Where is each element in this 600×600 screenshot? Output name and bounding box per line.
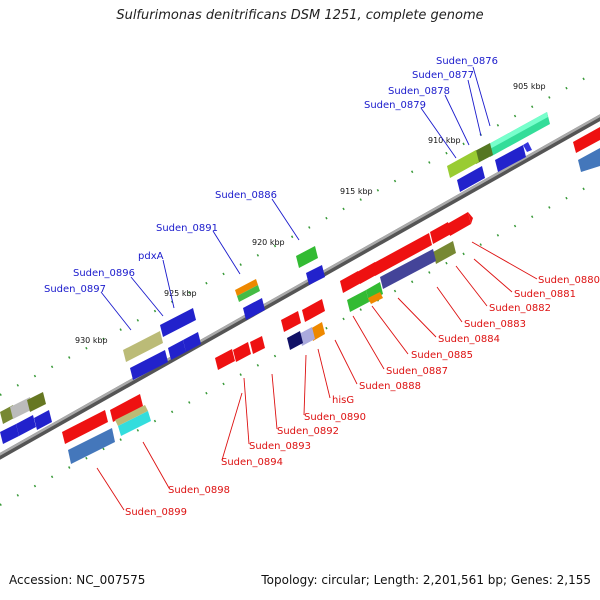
gene-label-suden-0877: Suden_0877 bbox=[412, 70, 474, 81]
gene-label-suden-0879: Suden_0879 bbox=[364, 100, 426, 111]
gene-label-hisg: hisG bbox=[332, 395, 354, 406]
forward-gene-labels: Suden_0876 Suden_0877 Suden_0878 Suden_0… bbox=[44, 56, 498, 295]
gene-label-suden-0898: Suden_0898 bbox=[168, 485, 230, 496]
gene-label-suden-0897: Suden_0897 bbox=[44, 284, 106, 295]
gene-label-suden-0888: Suden_0888 bbox=[359, 381, 421, 392]
tick-label-925: 925 kbp bbox=[164, 289, 197, 298]
reverse-gene-labels: Suden_0880 Suden_0881 Suden_0882 Suden_0… bbox=[125, 275, 600, 518]
gene-label-suden-0878: Suden_0878 bbox=[388, 86, 450, 97]
gene-label-suden-0893: Suden_0893 bbox=[249, 441, 311, 452]
reverse-gene-blocks bbox=[62, 127, 600, 464]
gene-label-suden-0896: Suden_0896 bbox=[73, 268, 135, 279]
gene-label-suden-0891: Suden_0891 bbox=[156, 223, 218, 234]
reverse-leader-lines bbox=[96, 241, 538, 511]
tick-label-930: 930 kbp bbox=[75, 336, 108, 345]
gene-label-suden-0882: Suden_0882 bbox=[489, 303, 551, 314]
tick-label-905: 905 kbp bbox=[513, 82, 546, 91]
outer-tick-track bbox=[0, 69, 600, 396]
gene-label-suden-0880: Suden_0880 bbox=[538, 275, 600, 286]
gene-label-suden-0876: Suden_0876 bbox=[436, 56, 498, 67]
tick-label-920: 920 kbp bbox=[252, 238, 285, 247]
gene-label-suden-0881: Suden_0881 bbox=[514, 289, 576, 300]
gene-label-suden-0890: Suden_0890 bbox=[304, 412, 366, 423]
gene-label-suden-0892: Suden_0892 bbox=[277, 426, 339, 437]
tick-label-910: 910 kbp bbox=[428, 136, 461, 145]
map-title: Sulfurimonas denitrificans DSM 1251, com… bbox=[116, 8, 484, 23]
gene-label-suden-0886: Suden_0886 bbox=[215, 190, 277, 201]
gene-label-suden-0883: Suden_0883 bbox=[464, 319, 526, 330]
kbp-scale: 905 kbp 910 kbp 915 kbp 920 kbp 925 kbp … bbox=[75, 82, 546, 345]
gene-label-suden-0887: Suden_0887 bbox=[386, 366, 448, 377]
gene-label-suden-0899: Suden_0899 bbox=[125, 507, 187, 518]
gene-label-suden-0885: Suden_0885 bbox=[411, 350, 473, 361]
forward-gene-blocks bbox=[0, 112, 550, 444]
genome-backbone bbox=[0, 114, 600, 460]
genome-summary-text: Topology: circular; Length: 2,201,561 bp… bbox=[261, 573, 591, 587]
accession-text: Accession: NC_007575 bbox=[9, 573, 146, 587]
forward-leader-lines bbox=[100, 66, 491, 331]
gene-label-suden-0884: Suden_0884 bbox=[438, 334, 500, 345]
gene-label-suden-0894: Suden_0894 bbox=[221, 457, 283, 468]
gene-label-pdxa: pdxA bbox=[138, 251, 164, 262]
tick-label-915: 915 kbp bbox=[340, 187, 373, 196]
